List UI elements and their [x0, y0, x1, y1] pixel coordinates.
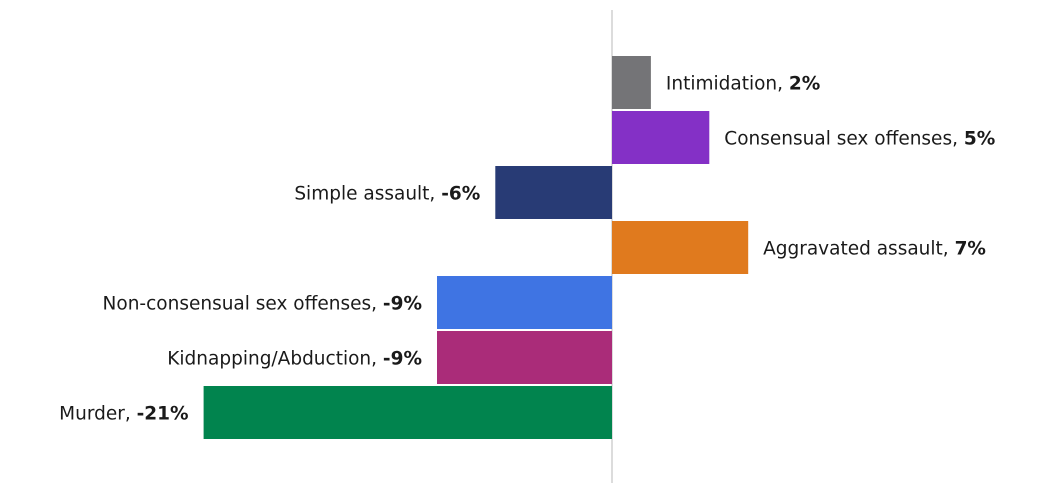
- bar-non-consensual-sex-offenses: [437, 276, 612, 329]
- bar-murder: [203, 386, 612, 439]
- bar-label-kidnapping-abduction: Kidnapping/Abduction, -9%: [167, 349, 422, 370]
- category-label: Simple assault,: [294, 184, 441, 205]
- category-label: Murder,: [59, 404, 136, 425]
- bar-label-aggravated-assault: Aggravated assault, 7%: [763, 239, 986, 260]
- bars-group: [203, 56, 749, 439]
- bar-consensual-sex-offenses: [612, 111, 710, 164]
- category-label: Aggravated assault,: [763, 239, 954, 260]
- bar-label-intimidation: Intimidation, 2%: [666, 74, 820, 95]
- value-label: 7%: [955, 239, 986, 260]
- category-label: Intimidation,: [666, 74, 789, 95]
- category-label: Kidnapping/Abduction,: [167, 349, 383, 370]
- value-label: -21%: [137, 404, 189, 425]
- value-label: -6%: [441, 184, 480, 205]
- value-label: 5%: [964, 129, 995, 150]
- bar-intimidation: [612, 56, 651, 109]
- bar-label-consensual-sex-offenses: Consensual sex offenses, 5%: [724, 129, 995, 150]
- bar-label-murder: Murder, -21%: [59, 404, 188, 425]
- value-label: -9%: [383, 349, 422, 370]
- category-label: Non-consensual sex offenses,: [103, 294, 383, 315]
- labels-group: Intimidation, 2% Consensual sex offenses,…: [59, 74, 995, 425]
- bar-label-simple-assault: Simple assault, -6%: [294, 184, 480, 205]
- value-label: -9%: [383, 294, 422, 315]
- value-label: 2%: [789, 74, 820, 95]
- bar-kidnapping-abduction: [437, 331, 612, 384]
- bar-label-non-consensual-sex-offenses: Non-consensual sex offenses, -9%: [103, 294, 422, 315]
- category-label: Consensual sex offenses,: [724, 129, 964, 150]
- bar-simple-assault: [495, 166, 612, 219]
- bar-aggravated-assault: [612, 221, 749, 274]
